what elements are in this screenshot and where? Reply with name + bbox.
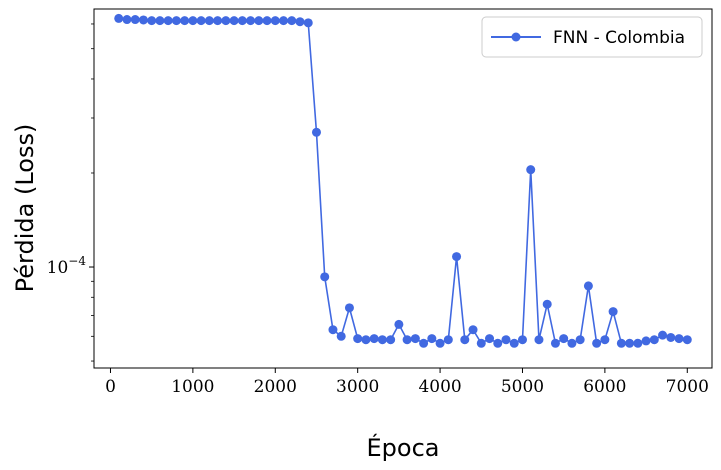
data-point [501,335,511,345]
data-point [262,16,272,26]
data-point [485,334,495,344]
data-point [114,13,124,23]
data-point [542,299,552,309]
x-axis-label: Época [367,433,440,462]
data-point [320,272,330,282]
data-point [674,334,684,344]
data-point [188,16,198,26]
data-point [279,16,289,26]
data-point [666,332,676,342]
data-point [633,338,643,348]
series-layer [114,13,692,348]
data-point [237,16,247,26]
plot-background [94,9,712,368]
data-point [394,319,404,329]
data-point [204,16,214,26]
data-point [180,16,190,26]
x-tick-label: 3000 [336,377,379,397]
data-point [493,338,503,348]
data-point [196,16,206,26]
data-point [287,16,297,26]
data-point [583,281,593,291]
data-point [138,15,148,25]
data-point [171,16,181,26]
data-point [526,165,536,175]
data-point [353,334,363,344]
x-tick-label: 2000 [254,377,297,397]
plot-frame [93,8,713,369]
y-axis-label: Pérdida (Loss) [11,124,39,293]
legend-marker [511,32,521,42]
data-point [435,338,445,348]
data-point [130,15,140,25]
data-point [361,335,371,345]
data-point [468,325,478,335]
data-point [616,338,626,348]
legend: FNN - Colombia [481,16,703,58]
data-point [460,335,470,345]
data-point [452,252,462,262]
x-tick-label: 0 [105,377,116,397]
data-point [575,335,585,345]
data-point [476,338,486,348]
data-point [419,338,429,348]
data-point [246,16,256,26]
data-point [336,331,346,341]
data-point [122,15,132,25]
data-point [311,127,321,137]
data-point [270,16,280,26]
data-point [567,338,577,348]
data-point [600,335,610,345]
data-point [295,17,305,27]
data-point [147,16,157,26]
x-tick-label: 1000 [171,377,214,397]
data-point [559,334,569,344]
data-point [386,335,396,345]
data-point [658,330,668,340]
data-point [427,334,437,344]
data-point [155,16,165,26]
x-tick-label: 6000 [583,377,626,397]
data-point [517,335,527,345]
data-point [592,338,602,348]
legend-entry: FNN - Colombia [553,28,685,48]
data-point [682,335,692,345]
x-tick-label: 4000 [418,377,461,397]
data-point [377,335,387,345]
data-point [641,336,651,346]
data-point [402,335,412,345]
ticks-layer: 0 1000 2000 3000 4000 5000 6000 7000 10−4 [47,23,709,397]
x-tick-label: 7000 [666,377,709,397]
data-point [221,16,231,26]
data-point [410,334,420,344]
data-point [163,16,173,26]
x-tick-label: 5000 [501,377,544,397]
data-point [443,335,453,345]
data-point [303,18,313,28]
data-point [649,335,659,345]
data-point [344,303,354,313]
data-point [608,307,618,317]
y-tick-label: 10−4 [47,254,87,278]
data-point [550,338,560,348]
data-point [328,325,338,335]
data-point [369,334,379,344]
data-point [625,338,635,348]
data-point [213,16,223,26]
data-point [534,335,544,345]
data-point [509,338,519,348]
data-point [254,16,264,26]
data-point [229,16,239,26]
legend-box [481,16,703,58]
